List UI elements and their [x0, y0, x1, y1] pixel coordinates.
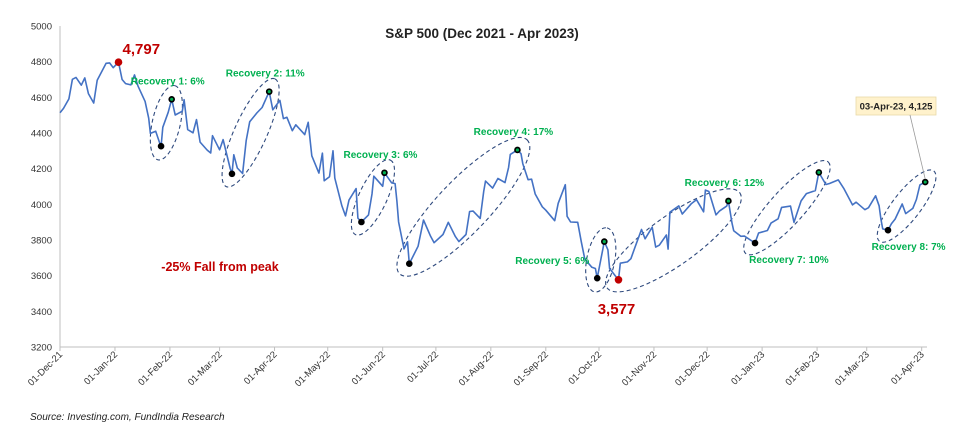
peak-point — [114, 58, 123, 67]
y-tick-label: 4600 — [31, 93, 52, 104]
recovery-end-highlight — [817, 170, 821, 175]
recovery-ellipse — [743, 160, 831, 256]
recovery-start-point — [884, 226, 892, 234]
recovery-label: Recovery 8: 7% — [872, 242, 946, 253]
recovery-label: Recovery 5: 6% — [515, 256, 589, 267]
y-axis: 3200 3400 3600 3800 4000 4200 4400 4600 4800 5000 — [31, 22, 61, 354]
recovery-label: Recovery 6: 12% — [685, 178, 765, 189]
y-tick-label: 3800 — [31, 236, 52, 247]
x-axis: 01-Dec-21 01-Jan-22 01-Feb-22 01-Mar-22 01-A… — [26, 346, 927, 389]
callout-leader — [909, 114, 926, 180]
callout-label: 03-Apr-23, 4,125 — [860, 102, 934, 113]
recovery-end-highlight — [267, 90, 271, 94]
x-tick-label: 01-Sep-22 — [512, 349, 551, 388]
chart-title: S&P 500 (Dec 2021 - Apr 2023) — [385, 26, 579, 41]
trough-label: 3,577 — [598, 301, 636, 318]
x-tick-label: 01-Dec-22 — [673, 349, 712, 388]
x-tick-label: 01-Aug-22 — [457, 349, 496, 388]
y-tick-label: 4000 — [31, 200, 52, 211]
trough-point — [614, 275, 623, 284]
x-tick-label: 01-Dec-21 — [26, 349, 65, 388]
x-tick-label: 01-Feb-22 — [136, 349, 175, 388]
recovery-label: Recovery 3: 6% — [343, 150, 417, 161]
recovery-end-highlight — [170, 97, 174, 101]
recovery-label: Recovery 7: 10% — [749, 255, 829, 266]
x-tick-label: 01-Oct-22 — [566, 349, 604, 387]
series-line-sp500 — [59, 61, 926, 281]
recovery-start-point — [405, 260, 413, 268]
recovery-start-point — [228, 170, 236, 178]
peak-label: 4,797 — [123, 41, 161, 58]
y-tick-label: 4400 — [31, 129, 52, 140]
recovery-label: Recovery 1: 6% — [131, 76, 205, 87]
y-tick-label: 5000 — [31, 22, 52, 33]
recovery-start-point — [157, 142, 165, 150]
x-tick-label: 01-May-22 — [293, 349, 333, 389]
x-tick-label: 01-Jan-23 — [729, 349, 767, 387]
recovery-ellipse — [221, 77, 280, 188]
x-tick-label: 01-Feb-23 — [783, 349, 822, 388]
y-tick-label: 4200 — [31, 164, 52, 175]
x-tick-label: 01-Mar-23 — [833, 349, 872, 388]
y-tick-label: 3400 — [31, 307, 52, 318]
recovery-start-point — [358, 218, 365, 226]
recovery-start-point — [593, 274, 601, 282]
x-tick-label: 01-Apr-22 — [242, 349, 280, 387]
x-tick-label: 01-Apr-23 — [889, 349, 927, 387]
recovery-end-highlight — [382, 171, 387, 175]
markers — [114, 58, 929, 284]
recovery-label: Recovery 2: 11% — [226, 69, 305, 80]
x-tick-label: 01-Jul-22 — [405, 349, 441, 385]
x-tick-label: 01-Jan-22 — [82, 349, 120, 387]
annotations: Recovery 1: 6% Recovery 2: 11% Recovery 3:… — [123, 41, 946, 318]
recovery-ellipse — [396, 136, 531, 277]
x-tick-label: 01-Nov-22 — [620, 349, 659, 388]
recovery-end-highlight — [726, 199, 731, 203]
x-tick-label: 01-Jun-22 — [350, 349, 388, 387]
y-tick-label: 3200 — [31, 343, 52, 354]
recovery-label: Recovery 4: 17% — [474, 127, 554, 138]
recovery-end-highlight — [515, 148, 520, 152]
recovery-ellipse — [149, 84, 183, 161]
recovery-end-highlight — [923, 180, 927, 184]
callout-box — [855, 96, 937, 116]
x-tick-label: 01-Mar-22 — [186, 349, 225, 388]
y-tick-label: 4800 — [31, 57, 52, 68]
recovery-start-point — [751, 239, 759, 247]
recovery-ellipse — [605, 188, 742, 293]
recovery-end-highlight — [602, 240, 606, 244]
fall-label: -25% Fall from peak — [161, 260, 278, 274]
source-note: Source: Investing.com, FundIndia Researc… — [30, 412, 225, 423]
recovery-ellipse — [350, 159, 396, 236]
y-tick-label: 3600 — [31, 271, 52, 282]
